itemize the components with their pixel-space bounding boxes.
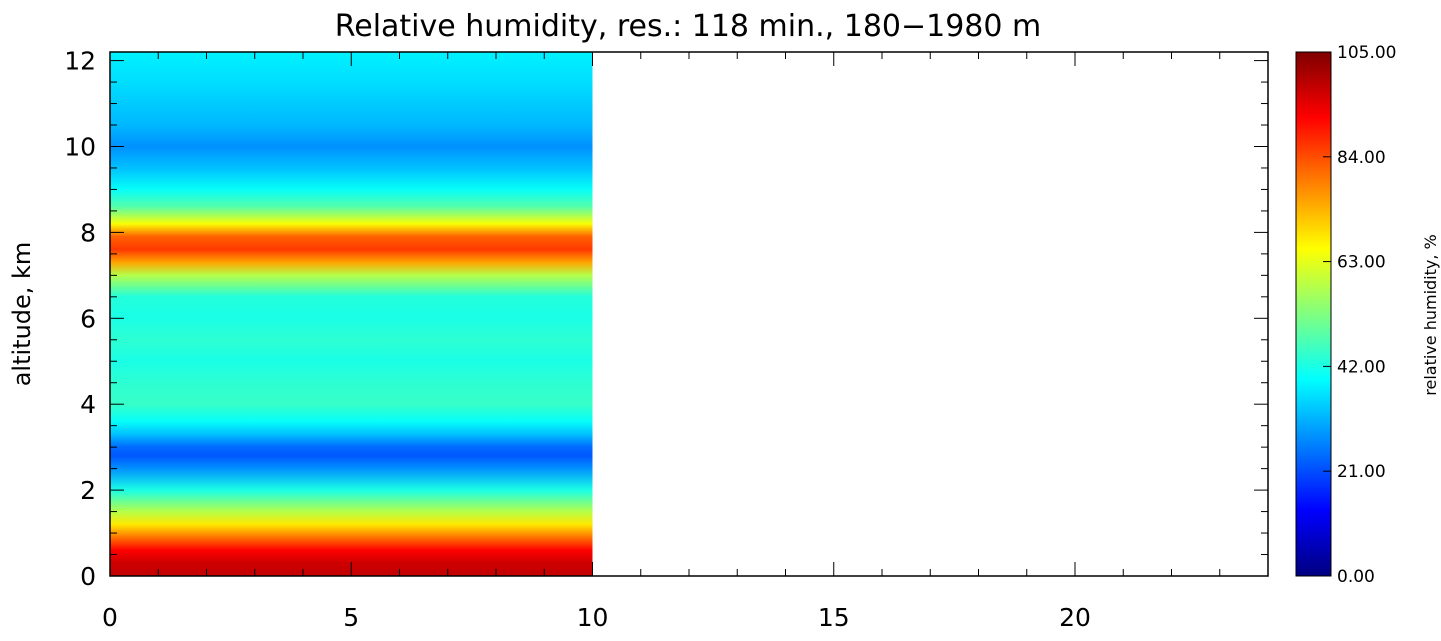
x-tick-label: 15 [818, 603, 850, 632]
colorbar-tick-label: 21.00 [1337, 462, 1386, 482]
heatmap-field [110, 52, 593, 576]
y-axis: 0 2 4 6 8 10 12 [64, 47, 1268, 591]
y-tick-label: 8 [80, 218, 96, 247]
x-tick-label: 10 [577, 603, 609, 632]
x-tick-label: 5 [343, 603, 359, 632]
colorbar-tick-label: 84.00 [1337, 148, 1386, 168]
colorbar-ticks: 0.00 21.00 42.00 63.00 84.00 105.00 [1323, 43, 1396, 587]
y-tick-label: 2 [80, 476, 96, 505]
colorbar-tick-label: 42.00 [1337, 357, 1386, 377]
plot-area [109, 51, 1269, 577]
x-tick-label: 0 [102, 603, 118, 632]
colorbar-bar [1295, 51, 1332, 577]
y-tick-label: 6 [80, 304, 96, 333]
colorbar-tick-label: 0.00 [1337, 567, 1375, 587]
colorbar: 0.00 21.00 42.00 63.00 84.00 105.00 [1295, 43, 1396, 587]
y-tick-label: 10 [64, 132, 96, 161]
colorbar-tick-label: 105.00 [1337, 43, 1396, 63]
x-tick-label: 20 [1059, 603, 1091, 632]
colorbar-tick-label: 63.00 [1337, 253, 1386, 273]
y-tick-label: 12 [64, 47, 96, 76]
y-tick-label: 0 [80, 562, 96, 591]
y-axis-title: altitude, km [8, 242, 36, 387]
y-tick-label: 4 [80, 390, 96, 419]
x-axis: 0 5 10 15 20 [102, 52, 1269, 632]
chart-title: Relative humidity, res.: 118 min., 180−1… [335, 9, 1042, 44]
colorbar-title: relative humidity, % [1421, 234, 1440, 395]
